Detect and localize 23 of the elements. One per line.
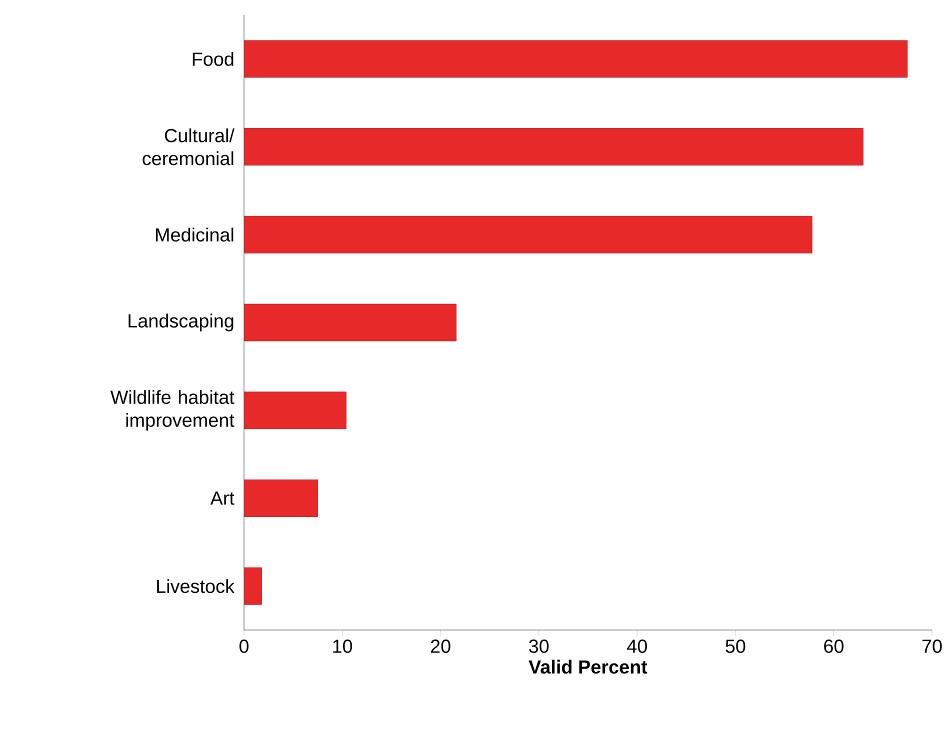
bar bbox=[244, 480, 318, 517]
x-tick-label: 10 bbox=[333, 640, 352, 653]
bar bbox=[244, 128, 864, 166]
y-tick-label: Wildlife habitat improvement bbox=[110, 390, 234, 431]
x-tick-label: 30 bbox=[529, 640, 549, 653]
x-tick-label: 50 bbox=[726, 640, 746, 653]
y-tick-label: Art bbox=[210, 492, 234, 505]
y-tick-label: Landscaping bbox=[128, 314, 234, 332]
x-tick-label: 20 bbox=[431, 640, 450, 653]
x-tick-label: 70 bbox=[922, 640, 942, 653]
y-tick-label: Food bbox=[192, 52, 234, 66]
x-tick-label: 40 bbox=[627, 640, 647, 653]
bar bbox=[244, 40, 908, 78]
bar bbox=[244, 304, 456, 342]
y-tick-label: Livestock bbox=[157, 579, 234, 594]
x-tick-label: 0 bbox=[239, 640, 249, 653]
y-tick-label: Medicinal bbox=[156, 228, 234, 242]
bar bbox=[244, 392, 346, 430]
bar bbox=[244, 216, 812, 254]
y-tick-label: Cultural/ ceremonial bbox=[142, 128, 234, 166]
x-tick-label: 60 bbox=[824, 640, 844, 653]
x-axis-title: Valid Percent bbox=[528, 660, 648, 674]
bar bbox=[244, 567, 262, 605]
